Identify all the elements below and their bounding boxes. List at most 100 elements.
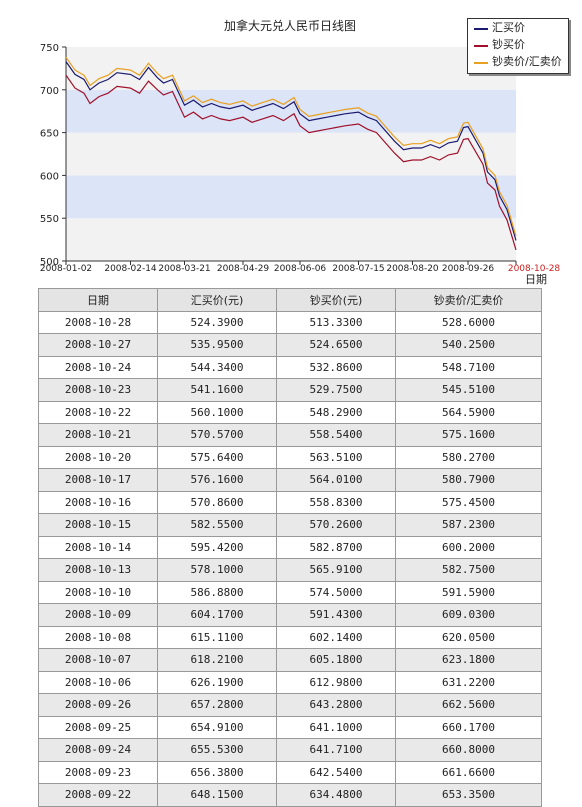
cell-date: 2008-10-17 — [38, 468, 158, 492]
cell-transfer-buy: 575.6400 — [157, 445, 277, 469]
y-tick-label: 700 — [40, 86, 59, 97]
x-tick-label: 2008-02-14 — [104, 264, 157, 274]
table-row: 2008-10-09 604.1700 591.4300 609.0300 — [38, 603, 542, 627]
cell-transfer-buy: 576.1600 — [157, 468, 277, 492]
cell-cash-buy: 643.2800 — [276, 693, 396, 717]
table-row: 2008-09-23 656.3800 642.5400 661.6600 — [38, 760, 542, 784]
cell-transfer-buy: 626.1900 — [157, 670, 277, 694]
legend-label: 钞买价 — [492, 38, 525, 51]
cell-date: 2008-09-22 — [38, 783, 158, 807]
x-tick-label: 2008-04-29 — [217, 264, 270, 274]
cell-cash-buy: 570.2600 — [276, 513, 396, 537]
rate-table-container: 日期 汇买价(元) 钞买价(元) 钞卖价/汇卖价 2008-10-28 524.3… — [38, 288, 542, 807]
cell-transfer-buy: 586.8800 — [157, 580, 277, 604]
chart-legend: 汇买价钞买价钞卖价/汇卖价 — [467, 18, 569, 74]
cell-date: 2008-10-24 — [38, 355, 158, 379]
x-tick-label: 2008-03-21 — [158, 264, 210, 274]
cell-transfer-buy: 604.1700 — [157, 603, 277, 627]
table-row: 2008-10-16 570.8600 558.8300 575.4500 — [38, 490, 542, 514]
plot-band — [66, 218, 516, 261]
table-row: 2008-10-13 578.1000 565.9100 582.7500 — [38, 558, 542, 582]
cell-sell: 580.7900 — [395, 468, 542, 492]
cell-transfer-buy: 654.9100 — [157, 715, 277, 739]
series-lines — [65, 56, 517, 251]
header-sell: 钞卖价/汇卖价 — [395, 288, 542, 312]
plot-band — [66, 89, 516, 133]
cell-date: 2008-10-21 — [38, 423, 158, 447]
cell-date: 2008-10-20 — [38, 445, 158, 469]
table-row: 2008-10-21 570.5700 558.5400 575.1600 — [38, 423, 542, 447]
table-header-row: 日期 汇买价(元) 钞买价(元) 钞卖价/汇卖价 — [38, 288, 542, 312]
cell-date: 2008-10-16 — [38, 490, 158, 514]
legend-swatch — [474, 45, 488, 47]
x-tick-label: 2008-01-02 — [40, 264, 92, 274]
cell-date: 2008-10-28 — [38, 310, 158, 334]
series-line-2 — [65, 56, 517, 237]
cell-sell: 528.6000 — [395, 310, 542, 334]
y-tick-label: 550 — [40, 214, 59, 225]
cell-sell: 548.7100 — [395, 355, 542, 379]
x-tick-label: 2008-10-28 — [508, 264, 561, 274]
cell-date: 2008-10-08 — [38, 625, 158, 649]
series-line-1 — [65, 74, 517, 251]
cell-transfer-buy: 655.5300 — [157, 738, 277, 762]
cell-sell: 660.1700 — [395, 715, 542, 739]
cell-sell: 591.5900 — [395, 580, 542, 604]
cell-date: 2008-10-27 — [38, 333, 158, 357]
legend-item: 钞卖价/汇卖价 — [468, 54, 568, 70]
cell-cash-buy: 558.5400 — [276, 423, 396, 447]
cell-cash-buy: 532.8600 — [276, 355, 396, 379]
header-transfer-buy: 汇买价(元) — [157, 288, 277, 312]
table-row: 2008-10-10 586.8800 574.5000 591.5900 — [38, 580, 542, 604]
cell-cash-buy: 574.5000 — [276, 580, 396, 604]
cell-transfer-buy: 570.8600 — [157, 490, 277, 514]
cell-transfer-buy: 524.3900 — [157, 310, 277, 334]
cell-cash-buy: 602.1400 — [276, 625, 396, 649]
cell-date: 2008-09-23 — [38, 760, 158, 784]
exchange-rate-chart: 加拿大元兑人民币日线图 500 550 600 650 700 750 2008-01-0… — [40, 18, 561, 285]
table-row: 2008-10-20 575.6400 563.5100 580.2700 — [38, 445, 542, 469]
cell-sell: 580.2700 — [395, 445, 542, 469]
cell-sell: 575.4500 — [395, 490, 542, 514]
cell-date: 2008-10-23 — [38, 378, 158, 402]
cell-sell: 661.6600 — [395, 760, 542, 784]
table-row: 2008-10-14 595.4200 582.8700 600.2000 — [38, 535, 542, 559]
cell-cash-buy: 642.5400 — [276, 760, 396, 784]
table-row: 2008-10-28 524.3900 513.3300 528.6000 — [38, 310, 542, 334]
cell-cash-buy: 582.8700 — [276, 535, 396, 559]
legend-item: 汇买价 — [468, 20, 568, 36]
cell-cash-buy: 513.3300 — [276, 310, 396, 334]
table-row: 2008-10-07 618.2100 605.1800 623.1800 — [38, 648, 542, 672]
cell-sell: 662.5600 — [395, 693, 542, 717]
cell-cash-buy: 558.8300 — [276, 490, 396, 514]
table-row: 2008-09-26 657.2800 643.2800 662.5600 — [38, 693, 542, 717]
table-row: 2008-09-24 655.5300 641.7100 660.8000 — [38, 738, 542, 762]
cell-date: 2008-10-07 — [38, 648, 158, 672]
table-row: 2008-09-22 648.1500 634.4800 653.3500 — [38, 783, 542, 807]
cell-date: 2008-09-26 — [38, 693, 158, 717]
table-row: 2008-10-24 544.3400 532.8600 548.7100 — [38, 355, 542, 379]
cell-cash-buy: 634.4800 — [276, 783, 396, 807]
legend-swatch — [474, 62, 488, 64]
y-tick-label: 650 — [40, 129, 59, 140]
cell-transfer-buy: 535.9500 — [157, 333, 277, 357]
cell-transfer-buy: 582.5500 — [157, 513, 277, 537]
cell-transfer-buy: 648.1500 — [157, 783, 277, 807]
cell-transfer-buy: 570.5700 — [157, 423, 277, 447]
cell-date: 2008-10-22 — [38, 400, 158, 424]
cell-sell: 609.0300 — [395, 603, 542, 627]
table-row: 2008-10-27 535.9500 524.6500 540.2500 — [38, 333, 542, 357]
header-cash-buy: 钞买价(元) — [276, 288, 396, 312]
cell-sell: 620.0500 — [395, 625, 542, 649]
cell-cash-buy: 564.0100 — [276, 468, 396, 492]
cell-date: 2008-09-25 — [38, 715, 158, 739]
rate-table: 日期 汇买价(元) 钞买价(元) 钞卖价/汇卖价 2008-10-28 524.3… — [38, 288, 542, 807]
legend-label: 钞卖价/汇卖价 — [492, 55, 562, 68]
table-row: 2008-09-25 654.9100 641.1000 660.1700 — [38, 715, 542, 739]
cell-sell: 631.2200 — [395, 670, 542, 694]
legend-item: 钞买价 — [468, 37, 568, 53]
cell-sell: 660.8000 — [395, 738, 542, 762]
cell-sell: 623.1800 — [395, 648, 542, 672]
plot-background — [66, 47, 516, 261]
x-axis-label: 日期 — [525, 273, 547, 285]
